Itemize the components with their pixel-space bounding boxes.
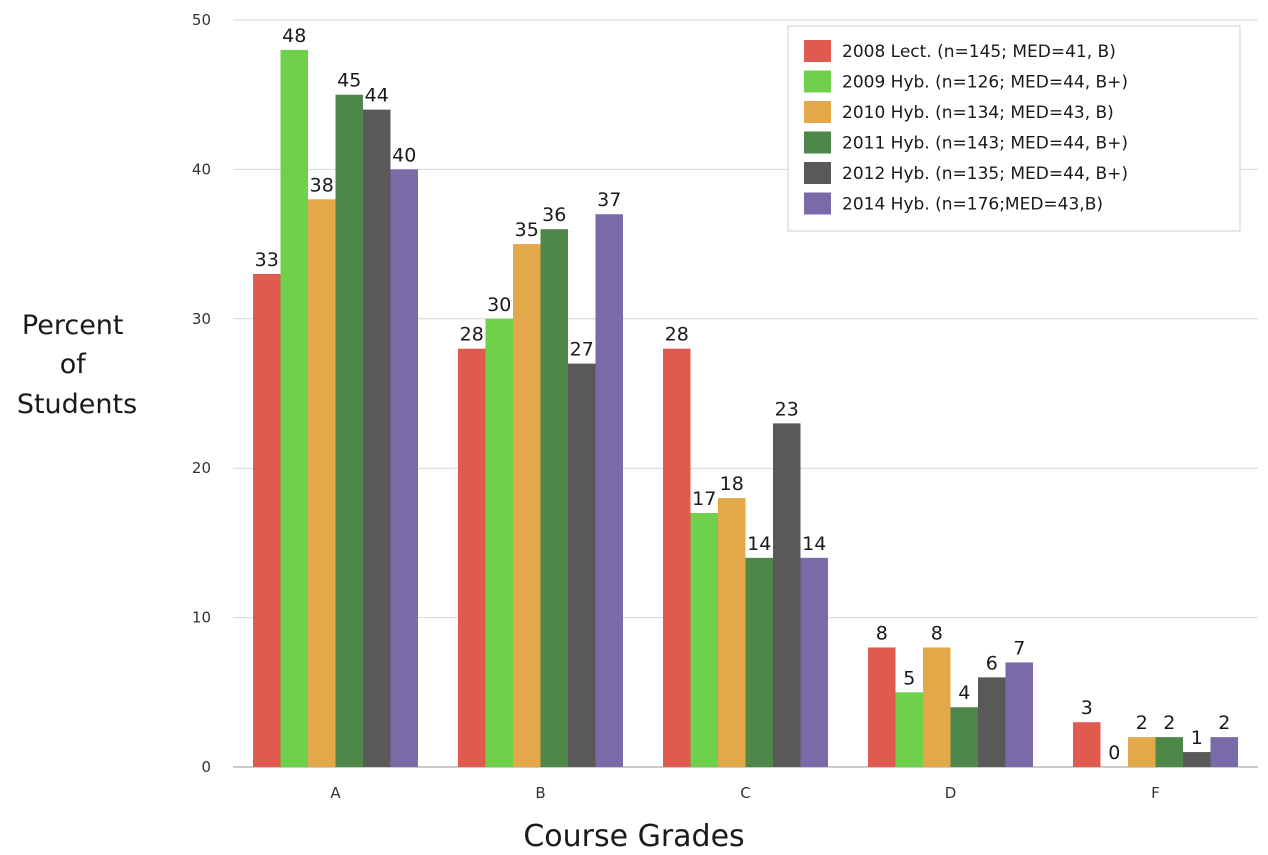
x-category-label: C <box>740 784 750 802</box>
bar <box>950 707 978 767</box>
y-axis-title-line-3: Students <box>17 389 137 420</box>
bar <box>1128 737 1156 767</box>
data-label: 14 <box>802 533 826 555</box>
bar <box>800 557 828 767</box>
bar <box>1155 737 1183 767</box>
y-axis-title-line-1: Percent <box>22 310 124 341</box>
data-label: 18 <box>720 473 744 495</box>
y-tick-label: 0 <box>201 758 211 776</box>
bar <box>1210 737 1238 767</box>
legend-box <box>787 25 1241 232</box>
bar <box>663 348 691 767</box>
data-label: 40 <box>392 144 416 166</box>
data-label: 6 <box>986 652 998 674</box>
bar <box>1183 752 1211 767</box>
x-axis-title: Course Grades <box>523 819 744 854</box>
legend-label: 2012 Hyb. (n=135; MED=44, B+) <box>842 164 1128 184</box>
data-label: 8 <box>876 622 888 644</box>
data-label: 2 <box>1163 712 1175 734</box>
bar <box>1005 662 1033 767</box>
bar <box>690 513 718 767</box>
bar <box>363 109 391 767</box>
bar <box>978 677 1006 767</box>
data-label: 14 <box>747 533 771 555</box>
legend-swatch <box>804 70 831 93</box>
data-label: 30 <box>487 294 511 316</box>
legend-label: 2014 Hyb. (n=176;MED=43,B) <box>842 195 1103 215</box>
bar <box>390 169 418 767</box>
bar <box>718 498 746 767</box>
data-label: 28 <box>665 324 689 346</box>
bar <box>595 214 623 768</box>
bar <box>868 647 896 767</box>
y-tick-label: 30 <box>192 310 211 328</box>
bar <box>308 199 336 767</box>
legend: 2008 Lect. (n=145; MED=41, B) 2009 Hyb. (… <box>787 25 1241 232</box>
data-label: 3 <box>1081 697 1093 719</box>
bar <box>458 348 486 767</box>
bar <box>253 273 281 767</box>
legend-label: 2011 Hyb. (n=143; MED=44, B+) <box>842 134 1128 154</box>
y-axis-title: Percent of Students <box>17 310 137 420</box>
data-label: 44 <box>365 85 389 107</box>
x-category-label: D <box>945 784 957 802</box>
legend-swatch <box>804 101 831 123</box>
bar <box>513 244 541 768</box>
x-category-label: B <box>535 784 545 802</box>
bar <box>895 692 923 767</box>
bar <box>280 49 308 767</box>
data-label: 38 <box>310 174 334 196</box>
data-labels: 3348384544402830353627372817181423148584… <box>255 25 1231 764</box>
x-category-label: A <box>330 784 341 802</box>
legend-label: 2009 Hyb. (n=126; MED=44, B+) <box>842 73 1128 93</box>
y-axis-ticks: 0 10 20 30 40 50 <box>192 11 211 776</box>
data-label: 0 <box>1108 742 1120 764</box>
data-label: 28 <box>460 324 484 346</box>
data-label: 1 <box>1191 727 1203 749</box>
data-label: 48 <box>282 25 306 47</box>
data-label: 27 <box>570 339 594 361</box>
bar <box>485 318 513 767</box>
x-category-label: F <box>1151 784 1160 802</box>
bar <box>335 94 363 767</box>
legend-swatch <box>804 192 831 215</box>
bar <box>540 229 568 767</box>
data-label: 23 <box>775 398 799 420</box>
data-label: 2 <box>1218 712 1230 734</box>
data-label: 17 <box>692 488 716 510</box>
data-label: 36 <box>542 204 566 226</box>
data-label: 2 <box>1136 712 1148 734</box>
data-label: 8 <box>931 622 943 644</box>
y-tick-label: 40 <box>192 160 211 178</box>
legend-swatch <box>804 40 831 62</box>
y-tick-label: 10 <box>192 609 211 627</box>
y-axis-title-line-2: of <box>60 349 88 380</box>
bar <box>745 557 773 767</box>
bars <box>253 49 1238 768</box>
y-tick-label: 50 <box>192 11 211 29</box>
legend-swatch <box>804 131 831 154</box>
bar <box>773 423 801 767</box>
y-tick-label: 20 <box>192 459 211 477</box>
legend-label: 2008 Lect. (n=145; MED=41, B) <box>842 42 1116 62</box>
data-label: 4 <box>958 682 970 704</box>
bar <box>1073 722 1101 767</box>
legend-swatch <box>804 162 831 184</box>
data-label: 33 <box>255 249 279 271</box>
data-label: 5 <box>903 667 915 689</box>
data-label: 7 <box>1013 637 1025 659</box>
data-label: 35 <box>515 219 539 241</box>
legend-label: 2010 Hyb. (n=134; MED=43, B) <box>842 103 1114 123</box>
bar <box>923 647 951 767</box>
data-label: 37 <box>597 189 621 211</box>
bar <box>568 363 596 767</box>
data-label: 45 <box>337 70 361 92</box>
